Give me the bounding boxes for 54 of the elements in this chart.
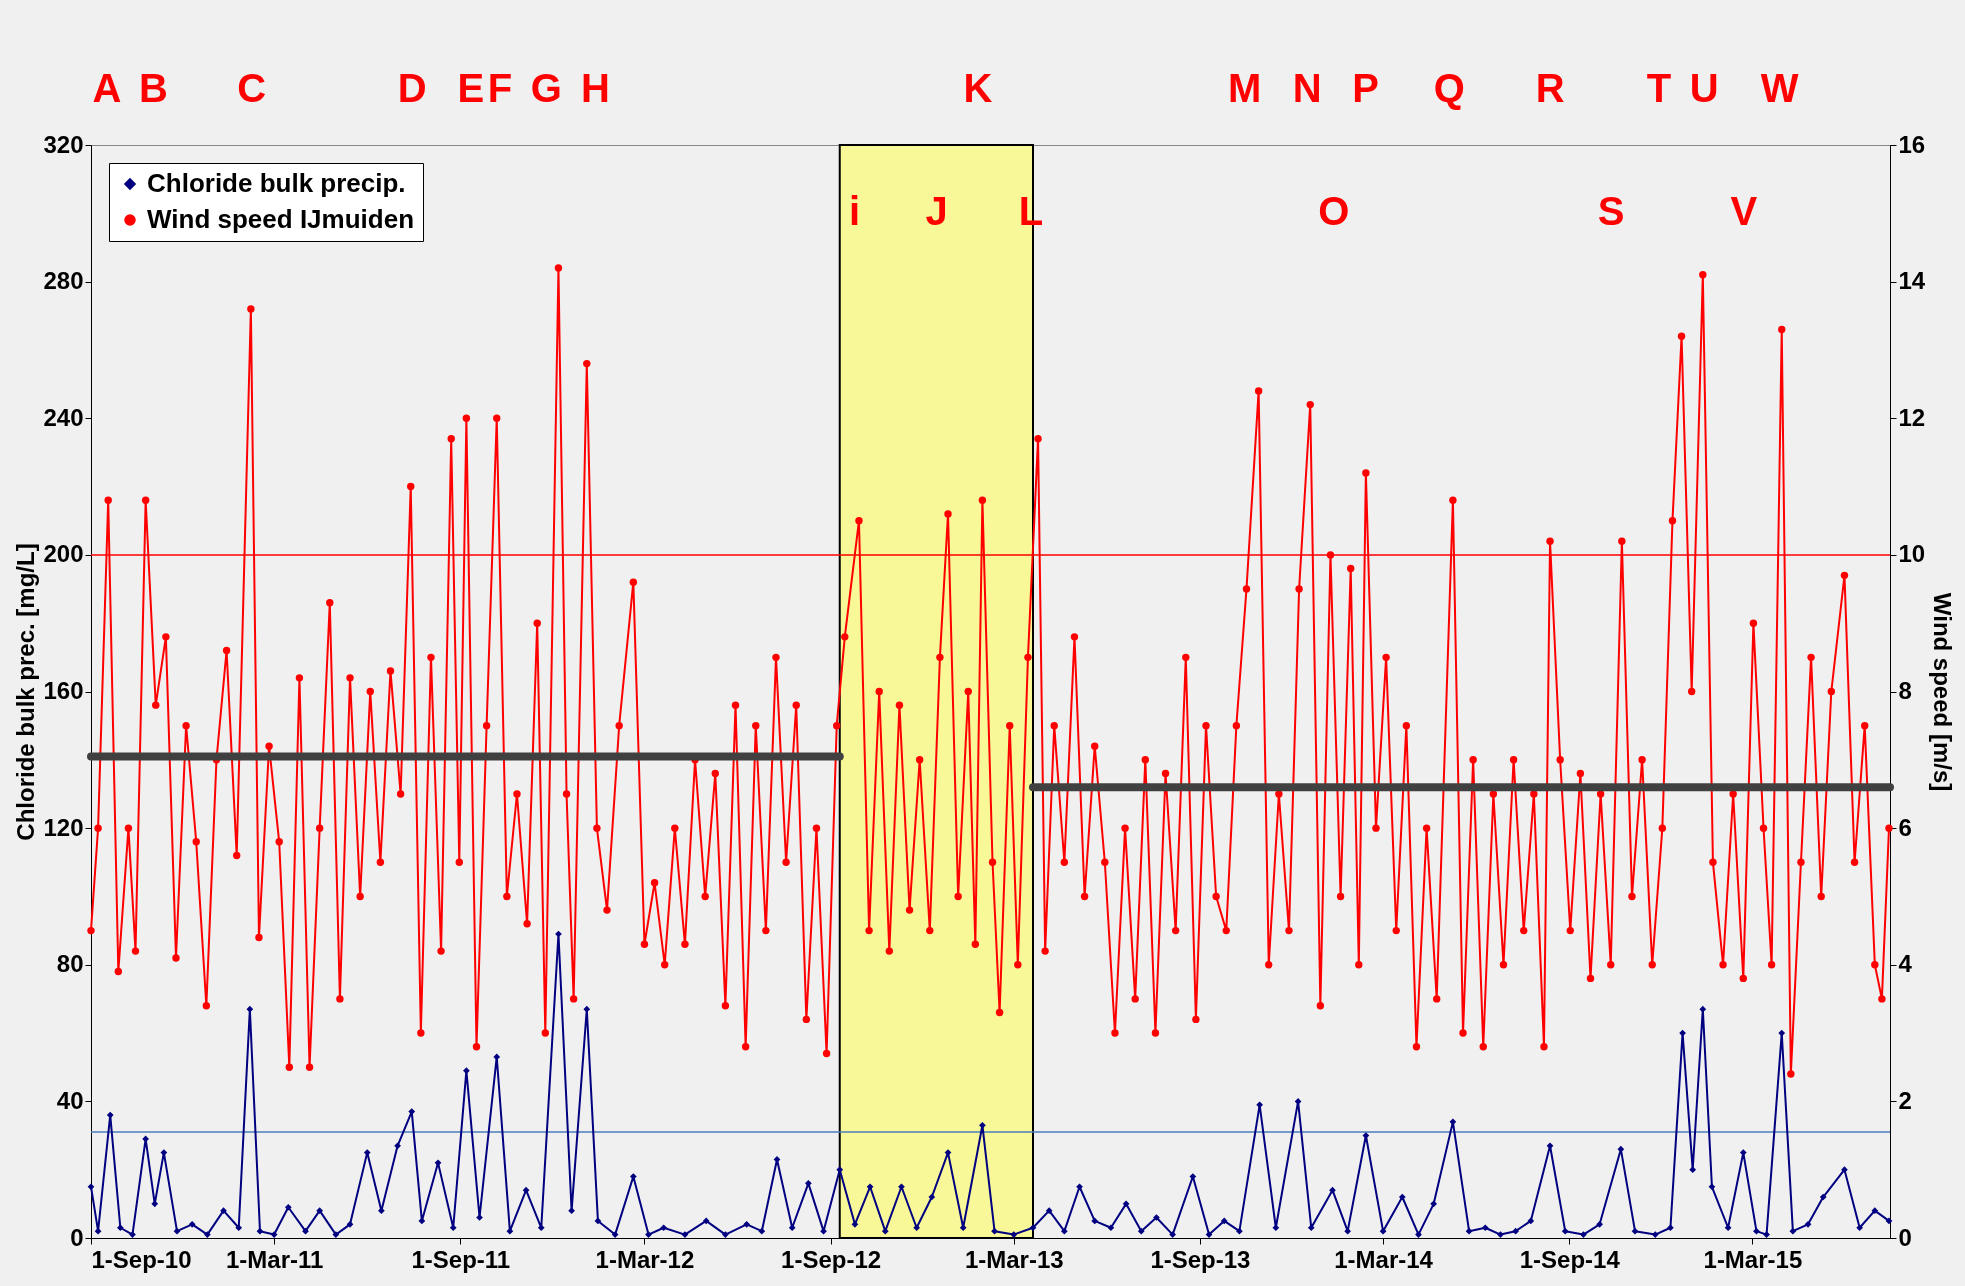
y-tick-label: 40 [56,1086,84,1114]
y2-tick-label: 6 [1898,813,1912,841]
y2-tick-label: 2 [1898,1086,1912,1114]
y2-tick-label: 10 [1898,540,1926,568]
text: B [138,66,168,110]
text: E [457,66,485,110]
text: U [1689,66,1719,110]
text: W [1760,66,1799,110]
text: F [487,66,513,110]
y2-tick-label: 4 [1898,950,1913,978]
y2-tick-label: 12 [1898,403,1926,431]
text: A [92,66,122,110]
annotation: V [1730,189,1758,234]
x-tick-label: 1-Mar-15 [1703,1245,1803,1273]
y-tick-label: 200 [43,540,84,568]
text: T [1646,66,1672,110]
text: K [963,66,993,110]
y-tick-label: 0 [70,1223,84,1251]
x-tick-label: 1-Sep-13 [1150,1245,1251,1273]
text: M [1228,66,1262,110]
y2-tick-label: 8 [1898,677,1912,704]
annotation: J [925,189,948,234]
annotation: i [848,189,861,234]
legend-label: Wind speed IJmuiden [147,204,415,234]
legend-label: Chloride bulk precip. [147,168,406,198]
x-tick-label: 1-Mar-14 [1334,1245,1434,1273]
text: R [1535,66,1565,110]
text: D [397,66,427,110]
x-tick-label: 1-Mar-12 [595,1245,695,1273]
x-tick-label: 1-Sep-10 [91,1245,192,1273]
y-tick-label: 240 [43,403,84,431]
x-tick-label: 1-Sep-11 [411,1245,511,1273]
y-axis-title: Chloride bulk prec. [mg/L] [12,543,40,841]
x-tick-label: 1-Sep-14 [1519,1245,1621,1273]
x-tick-label: 1-Mar-11 [225,1245,324,1273]
y2-tick-label: 0 [1898,1223,1912,1251]
text: G [530,66,562,110]
y-tick-label: 320 [43,130,84,158]
y2-tick-label: 16 [1898,130,1926,158]
y-tick-label: 120 [43,813,84,841]
text: H [580,66,610,110]
text: C [237,66,267,110]
text: N [1292,66,1322,110]
y-tick-label: 160 [43,677,84,704]
annotation: S [1597,189,1625,234]
y-tick-label: 80 [56,950,84,978]
annotation: O [1318,189,1350,234]
text: Q [1433,66,1465,110]
y2-axis-title: Wind speed [m/s] [1929,592,1957,792]
x-tick-label: 1-Mar-13 [964,1245,1064,1273]
y-tick-label: 280 [43,267,84,295]
x-tick-label: 1-Sep-12 [781,1245,882,1273]
y2-tick-label: 14 [1898,267,1926,295]
text: P [1352,66,1379,110]
